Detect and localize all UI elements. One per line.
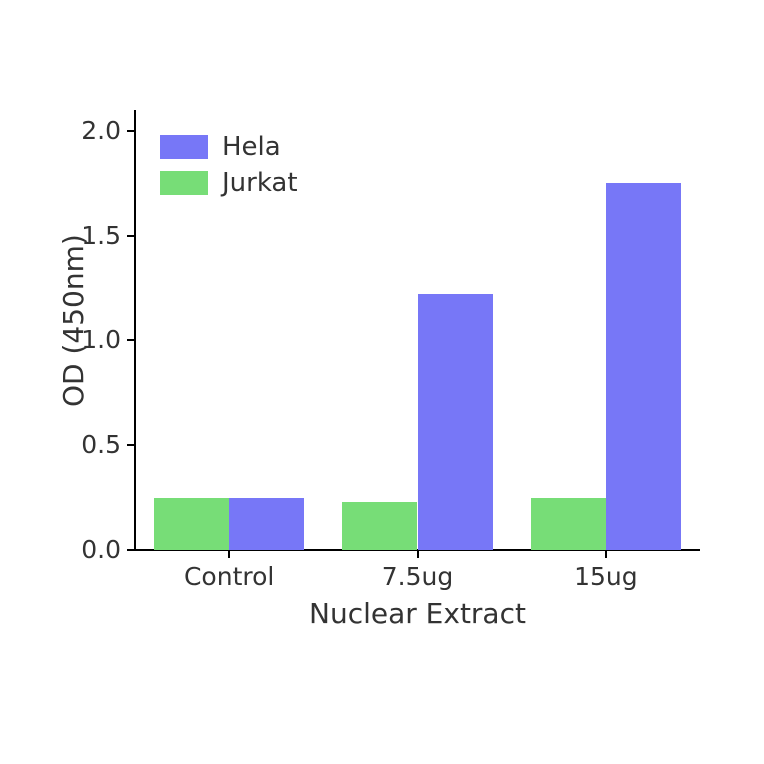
bar-hela-2 [606,183,681,550]
x-tick-line [417,550,419,558]
y-tick-line [127,235,135,237]
x-tick-label: Control [149,562,309,591]
bar-hela-0 [229,498,304,550]
chart-stage: 0.00.51.01.52.0 Control7.5ug15ug Nuclear… [0,0,764,764]
y-tick-label: 0.0 [81,535,121,564]
y-tick-label: 0.5 [81,430,121,459]
legend-swatch-hela [160,135,208,159]
bar-jurkat-1 [342,502,417,550]
y-tick-line [127,549,135,551]
bar-jurkat-2 [531,498,606,550]
y-tick-label: 2.0 [81,116,121,145]
y-axis-line [134,110,136,550]
x-tick-label: 7.5ug [338,562,498,591]
y-axis-label: OD (450nm) [57,234,90,407]
y-tick-line [127,130,135,132]
x-tick-line [228,550,230,558]
legend-label-jurkat: Jurkat [222,168,298,198]
legend-swatch-jurkat [160,171,208,195]
legend-label-hela: Hela [222,132,281,162]
bar-jurkat-0 [154,498,229,550]
y-tick-line [127,339,135,341]
x-tick-label: 15ug [526,562,686,591]
y-tick-line [127,444,135,446]
x-axis-label: Nuclear Extract [135,597,700,630]
bar-hela-1 [418,294,493,550]
x-tick-line [605,550,607,558]
